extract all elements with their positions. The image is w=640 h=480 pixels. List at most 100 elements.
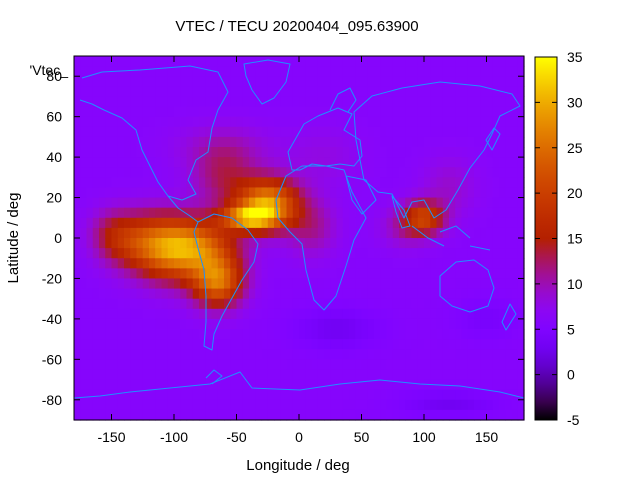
heatmap-cell bbox=[330, 359, 338, 371]
heatmap-cell bbox=[349, 308, 356, 320]
heatmap-cell bbox=[386, 187, 394, 199]
heatmap-cell bbox=[449, 369, 456, 381]
heatmap-cell bbox=[374, 409, 381, 421]
heatmap-cell bbox=[499, 147, 506, 158]
heatmap-cell bbox=[505, 217, 513, 229]
heatmap-cell bbox=[192, 167, 200, 178]
heatmap-cell bbox=[517, 207, 525, 219]
heatmap-cell bbox=[492, 298, 500, 310]
y-tick-label: -40 bbox=[42, 311, 62, 327]
heatmap-cell bbox=[274, 339, 281, 350]
heatmap-cell bbox=[436, 339, 444, 350]
heatmap-cell bbox=[199, 329, 206, 340]
heatmap-cell bbox=[149, 177, 156, 189]
heatmap-cell bbox=[480, 308, 488, 320]
heatmap-cell bbox=[255, 258, 263, 269]
heatmap-cell bbox=[324, 359, 331, 371]
heatmap-cell bbox=[174, 339, 181, 350]
heatmap-cell bbox=[461, 197, 469, 209]
heatmap-cell bbox=[380, 369, 388, 381]
heatmap-cell bbox=[461, 147, 469, 158]
heatmap-cell bbox=[124, 207, 131, 219]
heatmap-cell bbox=[349, 318, 356, 330]
heatmap-cell bbox=[124, 409, 131, 421]
heatmap-cell bbox=[467, 268, 475, 280]
heatmap-cell bbox=[255, 298, 263, 310]
heatmap-cell bbox=[480, 359, 488, 371]
heatmap-cell bbox=[342, 197, 350, 209]
heatmap-cell bbox=[80, 187, 88, 199]
heatmap-cell bbox=[311, 399, 319, 411]
heatmap-cell bbox=[186, 157, 194, 168]
heatmap-cell bbox=[380, 106, 388, 118]
heatmap-cell bbox=[86, 268, 94, 280]
heatmap-cell bbox=[292, 126, 300, 138]
heatmap-cell bbox=[474, 278, 481, 290]
heatmap-cell bbox=[230, 136, 238, 148]
heatmap-cell bbox=[292, 258, 300, 269]
heatmap-cell bbox=[511, 56, 519, 67]
heatmap-cell bbox=[224, 339, 231, 350]
heatmap-cell bbox=[192, 106, 200, 118]
heatmap-cell bbox=[261, 56, 269, 67]
heatmap-cell bbox=[517, 227, 525, 239]
heatmap-cell bbox=[317, 238, 325, 249]
heatmap-cell bbox=[311, 116, 319, 128]
heatmap-cell bbox=[424, 136, 431, 148]
heatmap-cell bbox=[467, 147, 475, 158]
heatmap-cell bbox=[367, 298, 375, 310]
heatmap-cell bbox=[517, 66, 525, 77]
heatmap-cell bbox=[230, 389, 238, 401]
heatmap-cell bbox=[130, 258, 138, 269]
heatmap-cell bbox=[367, 399, 375, 411]
heatmap-cell bbox=[280, 329, 288, 340]
heatmap-cell bbox=[311, 248, 319, 259]
heatmap-cell bbox=[192, 248, 200, 259]
heatmap-cell bbox=[311, 76, 319, 87]
heatmap-cell bbox=[417, 197, 425, 209]
heatmap-cell bbox=[267, 339, 275, 350]
heatmap-cell bbox=[167, 379, 175, 391]
heatmap-cell bbox=[86, 379, 94, 391]
heatmap-cell bbox=[505, 238, 513, 249]
heatmap-cell bbox=[255, 96, 263, 108]
heatmap-cell bbox=[474, 207, 481, 219]
heatmap-cell bbox=[167, 288, 175, 300]
heatmap-cell bbox=[174, 329, 181, 340]
heatmap-cell bbox=[236, 116, 244, 128]
heatmap-cell bbox=[467, 258, 475, 269]
heatmap-cell bbox=[330, 106, 338, 118]
heatmap-cell bbox=[449, 288, 456, 300]
heatmap-cell bbox=[180, 187, 188, 199]
heatmap-cell bbox=[186, 197, 194, 209]
heatmap-cell bbox=[505, 298, 513, 310]
heatmap-cell bbox=[399, 268, 406, 280]
heatmap-cell bbox=[105, 157, 113, 168]
heatmap-cell bbox=[355, 258, 363, 269]
heatmap-cell bbox=[505, 197, 513, 209]
heatmap-cell bbox=[449, 126, 456, 138]
heatmap-cell bbox=[474, 66, 481, 77]
heatmap-cell bbox=[174, 308, 181, 320]
heatmap-cell bbox=[449, 399, 456, 411]
heatmap-cell bbox=[424, 157, 431, 168]
heatmap-cell bbox=[336, 136, 344, 148]
heatmap-cell bbox=[192, 329, 200, 340]
heatmap-cell bbox=[442, 359, 450, 371]
heatmap-cell bbox=[342, 187, 350, 199]
heatmap-cell bbox=[274, 329, 281, 340]
heatmap-cell bbox=[124, 318, 131, 330]
heatmap-cell bbox=[492, 177, 500, 189]
heatmap-cell bbox=[242, 318, 250, 330]
heatmap-cell bbox=[161, 379, 169, 391]
heatmap-cell bbox=[474, 136, 481, 148]
heatmap-cell bbox=[505, 177, 513, 189]
heatmap-cell bbox=[455, 66, 463, 77]
heatmap-cell bbox=[424, 389, 431, 401]
heatmap-cell bbox=[261, 399, 269, 411]
heatmap-cell bbox=[211, 96, 219, 108]
heatmap-cell bbox=[361, 258, 369, 269]
heatmap-cell bbox=[117, 268, 125, 280]
heatmap-cell bbox=[155, 217, 163, 229]
heatmap-cell bbox=[311, 409, 319, 421]
